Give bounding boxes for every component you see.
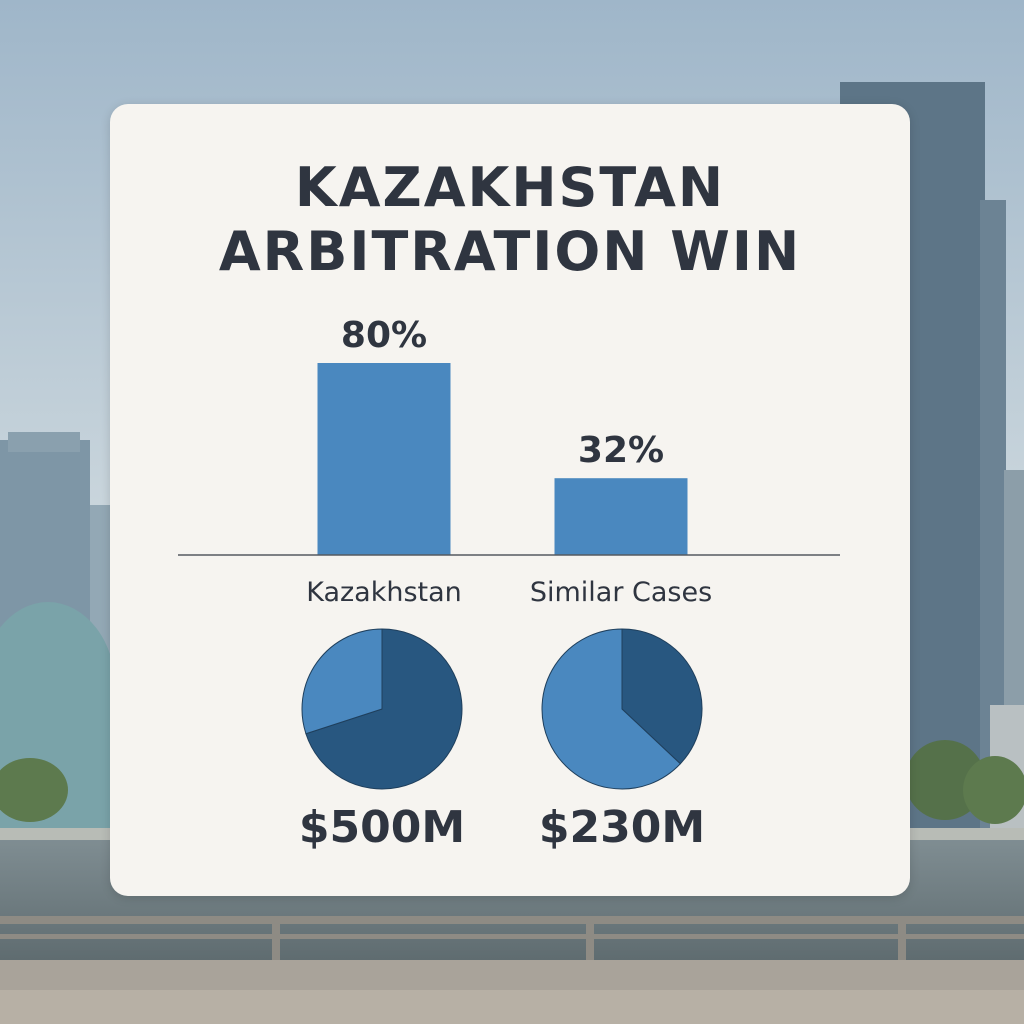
pie-label-1: $500M (298, 802, 466, 853)
infographic-card: KAZAKHSTAN ARBITRATION WIN 80% Kazakhstan… (110, 104, 910, 896)
bar-2 (554, 478, 688, 555)
bar-value-label-1: 80% (341, 315, 427, 356)
category-label-1: Kazakhstan (306, 577, 462, 608)
title-line-1: KAZAKHSTAN (294, 156, 726, 219)
pie-2-slice-1 (621, 628, 703, 765)
bar-value-label-2: 32% (578, 430, 664, 471)
pie-1-slice-2 (301, 628, 383, 735)
pie-label-2: $230M (538, 802, 706, 853)
pie-1-slice-1 (305, 628, 463, 790)
title-line-2: ARBITRATION WIN (218, 220, 802, 283)
category-label-2: Similar Cases (530, 577, 712, 608)
pie-2-slice-2 (541, 628, 682, 790)
bar-1 (317, 363, 451, 555)
chart-area: 80% Kazakhstan 32% Similar Cases (178, 315, 840, 790)
